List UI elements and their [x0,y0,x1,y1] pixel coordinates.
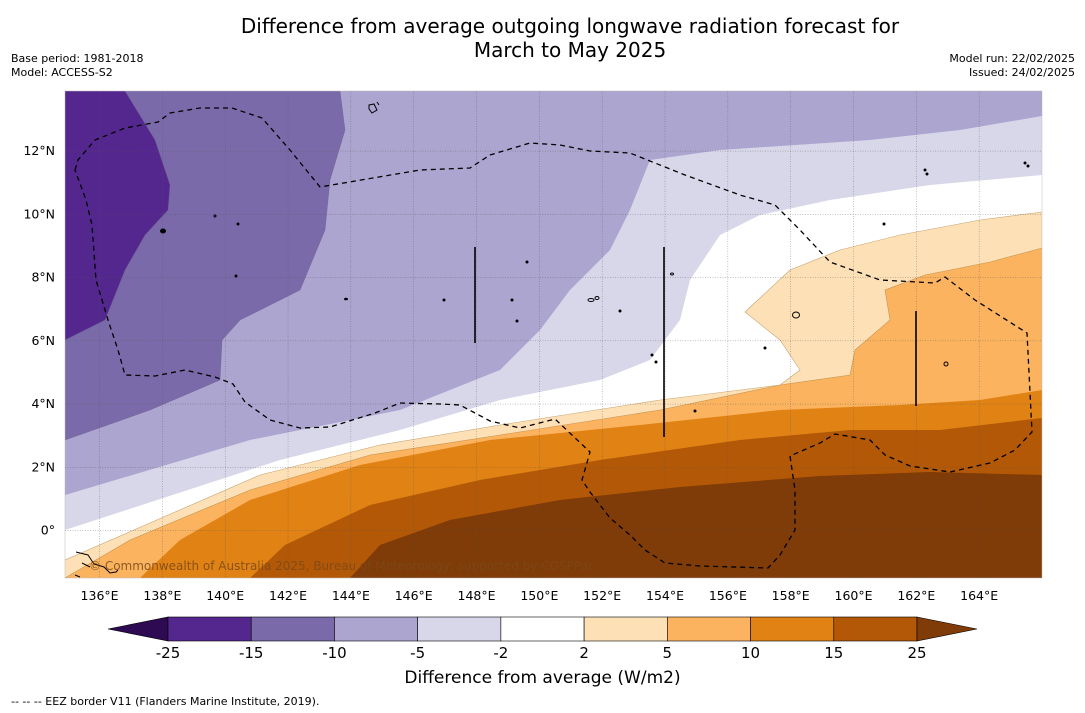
lon-tick-label: 162°E [897,588,935,603]
map-plot-area: © Commonwealth of Australia 2025, Bureau… [65,91,1042,578]
eez-footnote: -- -- -- EEZ border V11 (Flanders Marine… [11,695,320,708]
colorbar-tick-label: -10 [322,644,347,662]
lon-tick-label: 142°E [269,588,307,603]
base-period-label: Base period: 1981-2018 [11,52,144,65]
colorbar-bin [667,616,751,642]
colorbar-title: Difference from average (W/m2) [404,668,681,688]
boundary-segments [474,247,917,437]
colorbar-tick-label: -15 [239,644,264,662]
meta-left: Base period: 1981-2018 Model: ACCESS-S2 [11,52,143,80]
meta-right: Model run: 22/02/2025 Issued: 24/02/2025 [949,52,1075,80]
copyright-notice: © Commonwealth of Australia 2025, Bureau… [89,559,595,573]
colorbar-bin [583,616,668,642]
latitude-labels: 12°N 10°N 8°N 6°N 4°N 2°N 0° [23,143,55,537]
title-line-2: March to May 2025 [473,38,667,62]
colorbar-tick-label: 25 [907,644,926,662]
band-above-plus25 [350,472,1042,578]
lat-tick-label: 0° [41,523,55,538]
colorbar: -25 -15 -10 -5 -2 2 5 10 15 25 [107,616,978,662]
lon-tick-label: 152°E [583,588,621,603]
colorbar-bin [417,616,502,642]
lon-tick-label: 158°E [772,588,810,603]
lon-tick-label: 140°E [206,588,244,603]
map-frame [64,90,1043,579]
eez-border [74,107,1033,569]
colorbar-tick-label: 2 [579,644,589,662]
lat-tick-label: 6°N [31,333,55,348]
colorbar-tick-label: -2 [493,644,508,662]
map-gridlines [65,91,1042,578]
lon-tick-label: 148°E [458,588,496,603]
title-line-1: Difference from average outgoing longwav… [240,14,900,38]
model-run-label: Model run: 22/02/2025 [949,52,1075,65]
colorbar-tick-label: 5 [663,644,673,662]
lat-tick-label: 10°N [23,206,55,221]
colorbar-tick-label: 10 [741,644,760,662]
lon-tick-label: 156°E [709,588,747,603]
lat-tick-label: 4°N [31,396,55,411]
colorbar-extend-below [107,616,169,642]
lon-tick-label: 164°E [960,588,998,603]
colorbar-bin [334,616,418,642]
colorbar-bin [833,616,918,642]
colorbar-tick-label: -5 [410,644,425,662]
colorbar-extend-above [916,616,978,642]
lat-tick-label: 8°N [31,270,55,285]
longitude-labels: 136°E 138°E 140°E 142°E 144°E 146°E 148°E 150°E… [81,588,999,603]
lon-tick-label: 136°E [81,588,119,603]
lon-tick-label: 154°E [646,588,684,603]
issued-label: Issued: 24/02/2025 [968,66,1075,79]
lon-tick-label: 144°E [332,588,370,603]
lon-tick-label: 160°E [835,588,873,603]
colorbar-bin [750,616,835,642]
model-label: Model: ACCESS-S2 [11,66,113,79]
band-minus25-minus15 [65,91,170,340]
lat-tick-label: 2°N [31,459,55,474]
islands [74,101,1030,578]
colorbar-bin [250,616,335,642]
map-title: Difference from average outgoing longwav… [0,14,1085,62]
colorbar-tick-label: 15 [824,644,843,662]
colorbar-bin [167,616,252,642]
colorbar-bin [500,616,585,642]
lon-tick-label: 146°E [395,588,433,603]
lon-tick-label: 138°E [143,588,181,603]
lat-tick-label: 12°N [23,143,55,158]
lon-tick-label: 150°E [520,588,558,603]
colorbar-tick-label: -25 [156,644,181,662]
